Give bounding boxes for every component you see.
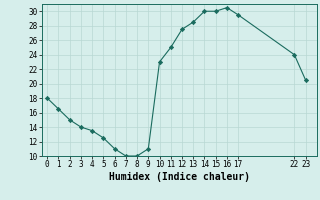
X-axis label: Humidex (Indice chaleur): Humidex (Indice chaleur)	[109, 172, 250, 182]
